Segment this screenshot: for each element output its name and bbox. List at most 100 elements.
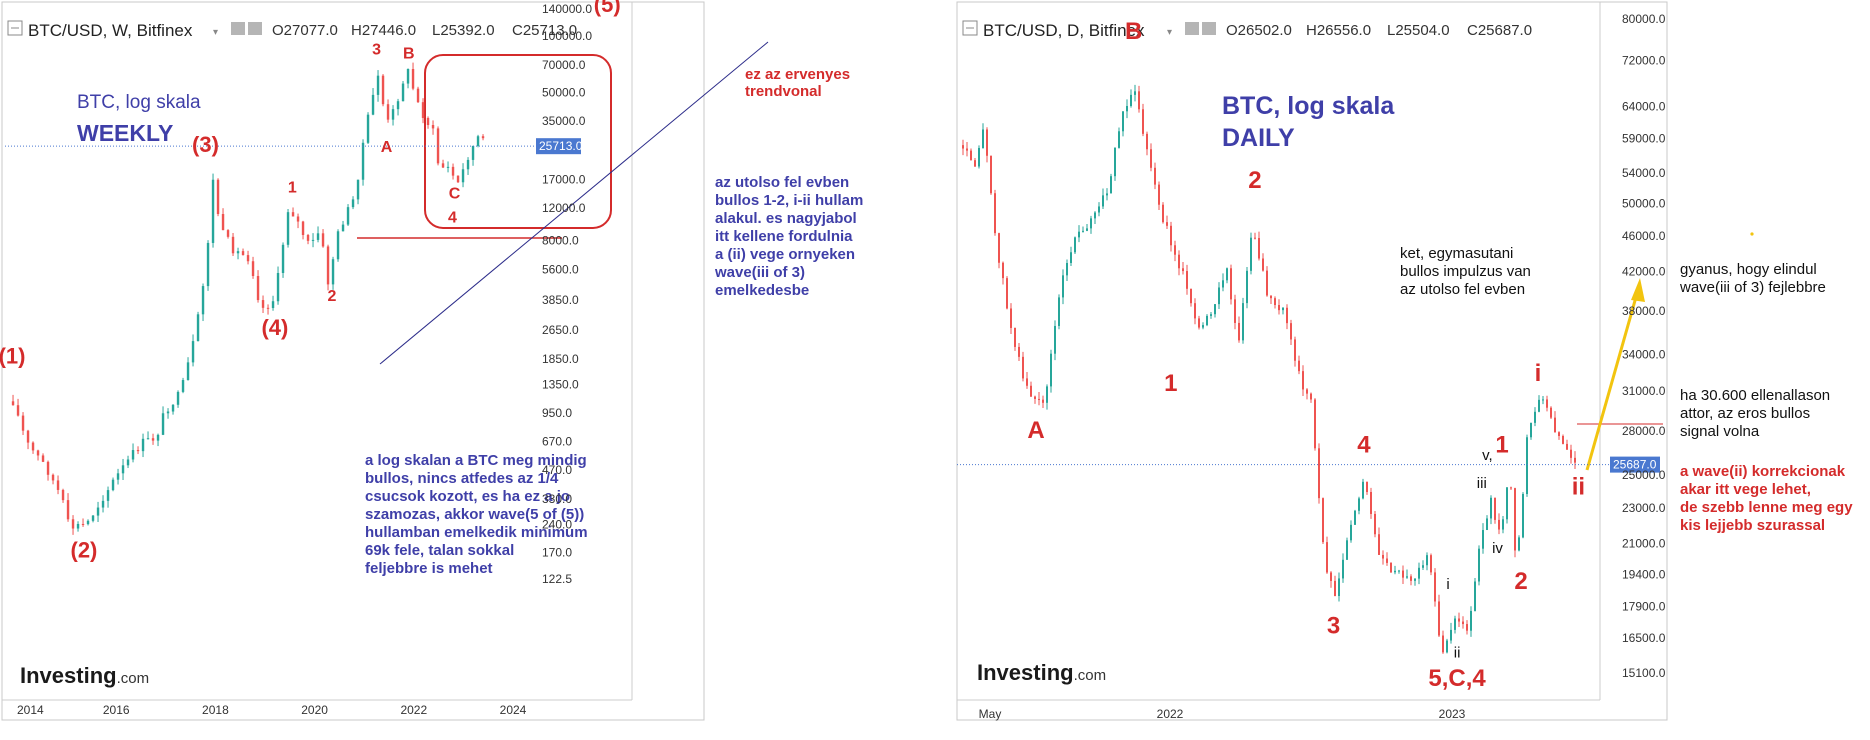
weekly-last-price-label: 25713.0 [539,139,583,153]
weekly-candle [456,175,460,183]
weekly-note-line: wave(iii of 3) [714,264,805,281]
weekly-candle [206,242,210,287]
daily-candle [1514,488,1516,551]
daily-candle [1402,570,1404,578]
daily-wave-label: 1 [1164,370,1177,397]
daily-candle [1430,555,1432,573]
daily-candle [1382,554,1384,559]
weekly-note-last-half-year: az utolso fel evben bullos 1-2, i-ii hul… [714,174,868,299]
daily-candle [1530,422,1532,438]
weekly-candle [326,246,330,285]
daily-candle [1214,304,1216,315]
daily-candle [1142,109,1144,134]
daily-candle [1330,572,1332,581]
weekly-note-line: bullos 1-2, i-ii hullam [715,192,863,209]
weekly-dropdown-icon[interactable]: ▾ [213,27,218,38]
daily-candle [1118,131,1120,148]
weekly-y-tick-label: 670.0 [542,434,572,448]
daily-y-tick-label: 23000.0 [1622,501,1666,515]
weekly-candle [426,117,430,126]
weekly-note-line: a log skalan a BTC meg mindig [365,452,587,469]
daily-y-tick-label: 25000.0 [1622,468,1666,482]
weekly-candle [131,450,135,460]
weekly-candle [441,163,445,168]
daily-candle [1394,570,1396,573]
weekly-symbol-title[interactable]: BTC/USD, W, Bitfinex [28,21,193,40]
daily-y-tick-label: 21000.0 [1622,537,1666,551]
daily-y-tick-label: 15100.0 [1622,666,1666,680]
weekly-candle [46,461,50,475]
daily-candle [1510,487,1512,489]
daily-note-line: attor, az eros bullos [1680,405,1810,422]
daily-candle [1386,558,1388,563]
weekly-candle [171,404,175,412]
weekly-candle [461,169,465,183]
weekly-candle [196,314,200,342]
weekly-x-tick-label: 2014 [17,703,44,717]
daily-candle [1470,610,1472,631]
daily-symbol-title[interactable]: BTC/USD, D, Bitfinex [983,21,1145,40]
daily-candle [982,129,984,148]
weekly-candle [261,300,265,308]
weekly-candle [371,94,375,115]
weekly-candle [391,109,395,120]
daily-note-correction: a wave(ii) korrekcionak akar itt vege le… [1680,463,1857,534]
daily-candle [1390,562,1392,573]
weekly-y-tick-label: 5600.0 [542,263,579,277]
daily-candle [1014,327,1016,347]
daily-candle [1482,530,1484,549]
daily-candle [1342,559,1344,579]
daily-candle [1206,315,1208,326]
weekly-wave-label: 2 [328,288,337,305]
daily-candle [1502,519,1504,530]
daily-candle [1262,258,1264,271]
weekly-x-tick-label: 2022 [400,703,427,717]
weekly-candle [151,438,155,441]
weekly-candle [31,442,35,451]
daily-settings-icon[interactable] [1202,22,1216,35]
daily-candle [1218,287,1220,305]
weekly-settings-icon[interactable] [248,22,262,35]
daily-candle [990,155,992,194]
daily-wave-label: 1 [1495,431,1508,458]
daily-candle [1102,195,1104,207]
daily-candle [1186,271,1188,289]
weekly-candle [71,519,75,529]
daily-candle [1294,339,1296,361]
daily-panel-frame [956,1,1668,721]
weekly-open-value: O27077.0 [272,22,338,39]
daily-wave-label: B [1125,18,1142,45]
daily-candle [1126,106,1128,112]
weekly-candle [321,233,325,247]
weekly-y-tick-label: 8000.0 [542,234,579,248]
weekly-note-line: csucsok kozott, es ha ez a jo [365,488,570,505]
daily-candle [1022,356,1024,379]
weekly-candle [136,450,140,452]
daily-marker-dot [1750,232,1754,236]
weekly-collapse-icon[interactable] [7,20,23,36]
daily-eye-icon[interactable] [1185,22,1199,35]
weekly-x-tick-label: 2016 [103,703,130,717]
daily-candle [970,150,972,161]
weekly-candle [211,179,215,243]
weekly-candle [341,224,345,232]
daily-last-price-label: 25687.0 [1613,458,1657,472]
daily-candle [1278,305,1280,311]
weekly-note-log-scale: a log skalan a BTC meg mindig bullos, ni… [365,452,592,577]
weekly-candle [216,179,220,215]
weekly-candle [246,255,250,262]
daily-candle [1354,510,1356,525]
weekly-candle [421,102,425,118]
weekly-candle [286,212,290,245]
daily-y-tick-label: 54000.0 [1622,166,1666,180]
daily-candle [1078,231,1080,238]
weekly-x-tick-label: 2024 [500,703,527,717]
daily-candle [986,129,988,156]
weekly-eye-icon[interactable] [231,22,245,35]
daily-candle [1058,297,1060,326]
weekly-candle [36,450,40,456]
daily-collapse-icon[interactable] [962,20,978,36]
daily-candle [1462,621,1464,625]
daily-dropdown-icon[interactable]: ▾ [1167,27,1172,38]
daily-candle [1042,399,1044,403]
